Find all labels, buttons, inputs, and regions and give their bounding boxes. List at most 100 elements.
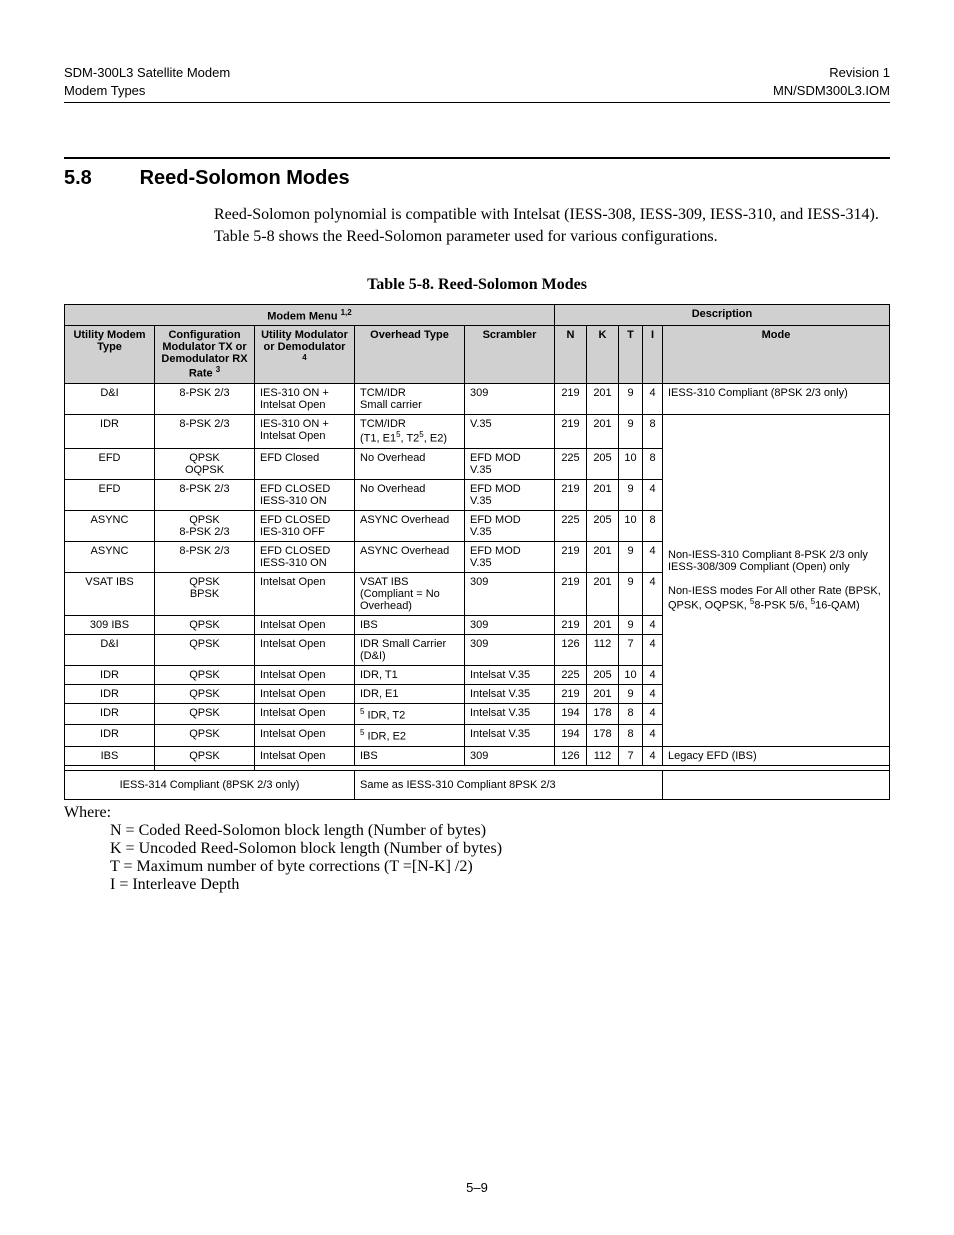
table-cell: 4	[643, 479, 663, 510]
table-cell: Intelsat Open	[255, 703, 355, 725]
th-i: I	[643, 326, 663, 384]
table-cell: 112	[587, 746, 619, 765]
where-k: K = Uncoded Reed-Solomon block length (N…	[110, 840, 890, 858]
rs-table: Modem Menu 1,2 Description Utility Modem…	[64, 304, 890, 800]
table-cell: 201	[587, 684, 619, 703]
header-right-1: Revision 1	[829, 64, 890, 82]
table-cell: Intelsat Open	[255, 684, 355, 703]
table-cell: 201	[587, 383, 619, 414]
table-cell: 219	[555, 414, 587, 448]
th-umt: Utility Modem Type	[65, 326, 155, 384]
table-cell: QPSK	[155, 684, 255, 703]
table-cell: QPSK	[155, 725, 255, 747]
table-cell: QPSK	[155, 615, 255, 634]
table-cell: Intelsat Open	[255, 746, 355, 765]
mode-cell: IESS-310 Compliant (8PSK 2/3 only)	[663, 383, 890, 414]
table-cell: TCM/IDRSmall carrier	[355, 383, 465, 414]
table-cell: 4	[643, 703, 663, 725]
table-cell: 309 IBS	[65, 615, 155, 634]
table-cell: IBS	[65, 746, 155, 765]
table-cell: 4	[643, 684, 663, 703]
table-cell: Intelsat Open	[255, 572, 355, 615]
table-cell: 225	[555, 448, 587, 479]
header-left-2: Modem Types	[64, 82, 145, 100]
table-cell: 126	[555, 746, 587, 765]
table-cell: 201	[587, 615, 619, 634]
footrow-right: Same as IESS-310 Compliant 8PSK 2/3	[355, 770, 663, 799]
table-cell: EFD MODV.35	[465, 510, 555, 541]
table-cell: 4	[643, 615, 663, 634]
table-cell: No Overhead	[355, 479, 465, 510]
table-cell: 9	[619, 572, 643, 615]
mode-cell: Legacy EFD (IBS)	[663, 746, 890, 765]
table-cell: 225	[555, 665, 587, 684]
table-cell: IBS	[355, 615, 465, 634]
table-cell: ASYNC	[65, 541, 155, 572]
table-cell: 10	[619, 665, 643, 684]
table-cell: 8-PSK 2/3	[155, 414, 255, 448]
table-cell: IDR Small Carrier (D&I)	[355, 634, 465, 665]
section-rule	[64, 157, 890, 159]
header-left-1: SDM-300L3 Satellite Modem	[64, 64, 230, 82]
table-cell: 194	[555, 703, 587, 725]
table-cell: 219	[555, 615, 587, 634]
mode-cell: Non-IESS-310 Compliant 8-PSK 2/3 onlyIES…	[663, 414, 890, 746]
table-cell: 201	[587, 479, 619, 510]
table-cell: IDR	[65, 725, 155, 747]
table-cell: D&I	[65, 383, 155, 414]
table-cell: QPSK	[155, 634, 255, 665]
table-cell: 205	[587, 665, 619, 684]
where-i: I = Interleave Depth	[110, 876, 890, 894]
table-cell: 10	[619, 510, 643, 541]
table-cell: Intelsat Open	[255, 665, 355, 684]
table-cell: 9	[619, 414, 643, 448]
doc-header-2: Modem Types MN/SDM300L3.IOM	[64, 82, 890, 100]
table-cell: 4	[643, 541, 663, 572]
th-t: T	[619, 326, 643, 384]
table-cell: QPSKBPSK	[155, 572, 255, 615]
table-cell: 219	[555, 541, 587, 572]
th-mode: Mode	[663, 326, 890, 384]
table-cell: VSAT IBS (Compliant = No Overhead)	[355, 572, 465, 615]
table-cell: 8	[619, 725, 643, 747]
table-caption: Table 5-8. Reed-Solomon Modes	[64, 276, 890, 294]
table-cell: 4	[643, 383, 663, 414]
table-cell: 8-PSK 2/3	[155, 541, 255, 572]
th-n: N	[555, 326, 587, 384]
table-cell: Intelsat Open	[255, 615, 355, 634]
table-cell: EFD	[65, 448, 155, 479]
table-cell: IDR	[65, 684, 155, 703]
table-cell: 10	[619, 448, 643, 479]
table-cell: QPSK8-PSK 2/3	[155, 510, 255, 541]
header-right-2: MN/SDM300L3.IOM	[773, 82, 890, 100]
table-cell: 4	[643, 725, 663, 747]
footrow-left: IESS-314 Compliant (8PSK 2/3 only)	[65, 770, 355, 799]
table-cell: 205	[587, 510, 619, 541]
table-row: IBSQPSKIntelsat OpenIBS30912611274Legacy…	[65, 746, 890, 765]
table-cell: EFD Closed	[255, 448, 355, 479]
table-cell: QPSK	[155, 746, 255, 765]
section-heading: 5.8 Reed-Solomon Modes	[64, 167, 890, 190]
table-cell: EFD MODV.35	[465, 448, 555, 479]
table-cell: 9	[619, 615, 643, 634]
table-cell: 7	[619, 746, 643, 765]
table-cell: 205	[587, 448, 619, 479]
footrow-blank	[663, 770, 890, 799]
table-cell: IDR	[65, 665, 155, 684]
header-rule	[64, 102, 890, 103]
page: SDM-300L3 Satellite Modem Revision 1 Mod…	[0, 0, 954, 1235]
table-cell: 309	[465, 572, 555, 615]
table-cell: 309	[465, 615, 555, 634]
th-scr: Scrambler	[465, 326, 555, 384]
table-cell: 9	[619, 383, 643, 414]
th-oh: Overhead Type	[355, 326, 465, 384]
table-cell: 219	[555, 572, 587, 615]
table-cell: Intelsat Open	[255, 634, 355, 665]
th-group-modem: Modem Menu 1,2	[65, 304, 555, 326]
where-t: T = Maximum number of byte corrections (…	[110, 858, 890, 876]
th-group-desc: Description	[555, 304, 890, 326]
table-cell: Intelsat V.35	[465, 665, 555, 684]
table-cell: 219	[555, 684, 587, 703]
table-cell: 309	[465, 383, 555, 414]
table-cell: 8	[643, 414, 663, 448]
